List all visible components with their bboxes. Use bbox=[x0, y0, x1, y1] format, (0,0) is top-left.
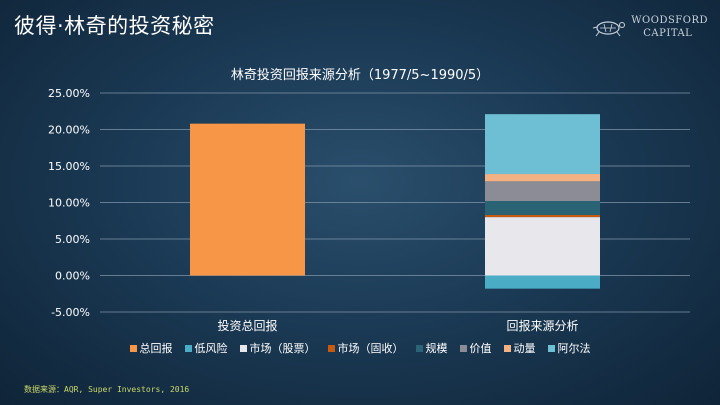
legend-swatch bbox=[129, 344, 137, 352]
bar-segment bbox=[485, 214, 600, 218]
slide-title: 彼得·林奇的投资秘密 bbox=[14, 14, 215, 38]
legend-label: 动量 bbox=[513, 342, 536, 355]
logo-line-1: WOODSFORD bbox=[631, 15, 708, 26]
legend-label: 价值 bbox=[469, 342, 492, 355]
bar-segment bbox=[485, 217, 600, 276]
legend-label: 规模 bbox=[425, 342, 448, 355]
legend-swatch bbox=[239, 344, 247, 352]
bar-segment bbox=[485, 181, 600, 202]
legend-swatch bbox=[184, 344, 192, 352]
legend-item: 市场（股票） bbox=[239, 340, 316, 356]
chart-legend: 总回报 低风险 市场（股票） 市场（固收） 规模 价值 动量 阿尔法 bbox=[0, 340, 720, 356]
legend-item: 价值 bbox=[459, 340, 492, 356]
legend-item: 市场（固收） bbox=[327, 340, 404, 356]
y-tick-label: 25.00% bbox=[48, 87, 90, 100]
y-tick-label: 20.00% bbox=[48, 124, 90, 137]
legend-label: 市场（股票） bbox=[249, 342, 316, 355]
legend-swatch bbox=[327, 344, 335, 352]
bar-segment bbox=[485, 275, 600, 289]
legend-item: 动量 bbox=[503, 340, 536, 356]
logo-text: WOODSFORD CAPITAL bbox=[631, 14, 708, 40]
bar-chart: 25.00% 20.00% 15.00% 10.00% 5.00% 0.00% -5.00%… bbox=[48, 87, 690, 333]
data-source: 数据来源：AQR, Super Investors, 2016 bbox=[24, 385, 190, 394]
legend-swatch bbox=[459, 344, 467, 352]
bar-segment bbox=[485, 174, 600, 182]
bar-segment bbox=[485, 114, 600, 175]
turtle-logo-icon bbox=[593, 21, 626, 37]
legend-item: 阿尔法 bbox=[547, 340, 591, 356]
y-tick-label: 5.00% bbox=[55, 233, 90, 246]
legend-swatch bbox=[415, 344, 423, 352]
legend-label: 低风险 bbox=[194, 342, 228, 355]
legend-swatch bbox=[503, 344, 511, 352]
legend-label: 市场（固收） bbox=[337, 342, 404, 355]
bar-segment bbox=[485, 201, 600, 215]
legend-item: 总回报 bbox=[129, 340, 173, 356]
company-logo: WOODSFORD CAPITAL bbox=[591, 14, 708, 40]
bar-layer bbox=[190, 114, 600, 289]
legend-swatch bbox=[547, 344, 555, 352]
bar-segment bbox=[190, 123, 305, 276]
legend-label: 阿尔法 bbox=[557, 342, 591, 355]
y-tick-label: -5.00% bbox=[51, 306, 90, 319]
grid-layer bbox=[100, 92, 690, 313]
x-category-label: 投资总回报 bbox=[217, 318, 277, 333]
y-tick-label: 0.00% bbox=[55, 270, 90, 283]
label-layer: 25.00% 20.00% 15.00% 10.00% 5.00% 0.00% -5.00%… bbox=[48, 87, 578, 333]
x-category-label: 回报来源分析 bbox=[506, 318, 578, 333]
legend-label: 总回报 bbox=[139, 342, 173, 355]
logo-line-2: CAPITAL bbox=[643, 28, 693, 39]
legend-item: 低风险 bbox=[184, 340, 228, 356]
y-tick-label: 10.00% bbox=[48, 197, 90, 210]
y-tick-label: 15.00% bbox=[48, 160, 90, 173]
legend-item: 规模 bbox=[415, 340, 448, 356]
chart-title: 林奇投资回报来源分析（1977/5~1990/5） bbox=[230, 68, 490, 83]
